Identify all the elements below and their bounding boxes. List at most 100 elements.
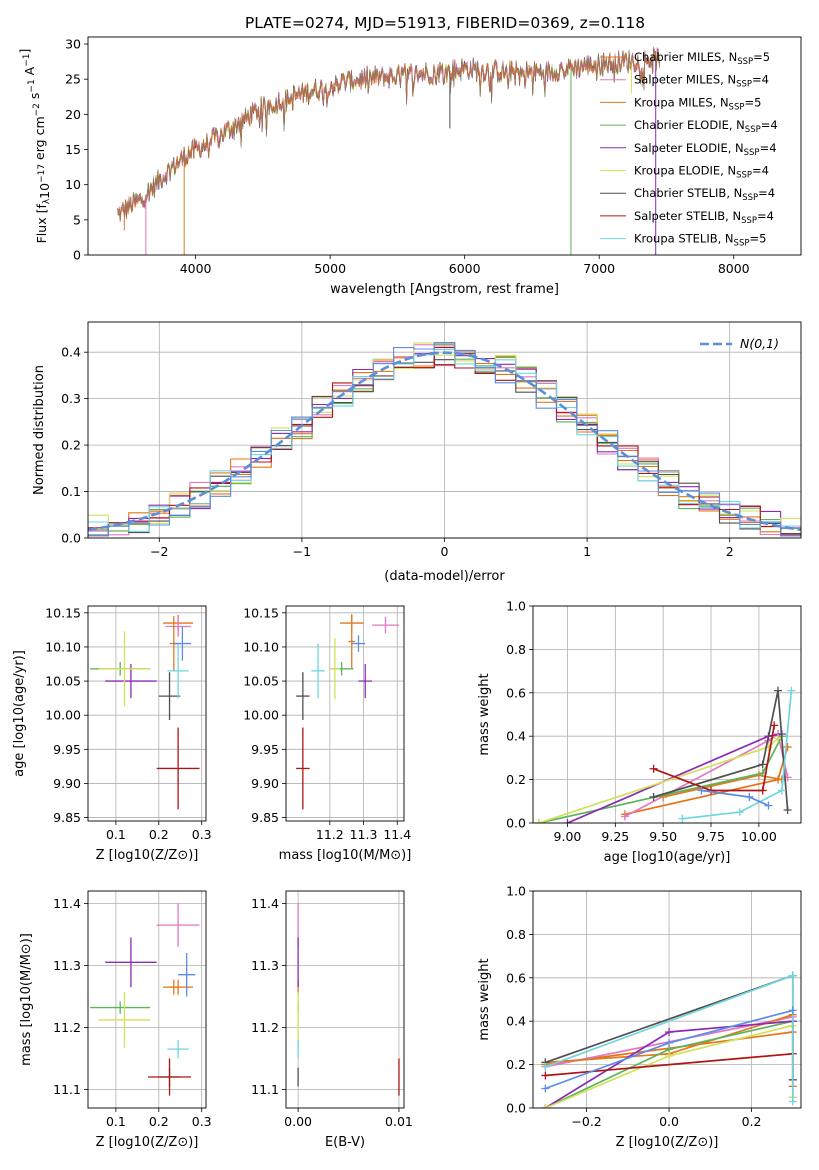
legend-label-suffix: =4	[761, 118, 778, 132]
residual-hist-plot-area	[88, 342, 801, 537]
weight-point-marker	[745, 792, 754, 801]
weight-point-marker	[541, 1062, 550, 1071]
weight-point-marker	[534, 819, 543, 823]
legend-label-suffix: =5	[749, 232, 766, 246]
x-tick-label: 0.3	[192, 827, 212, 842]
y-tick-label: 15	[65, 142, 81, 157]
weight-point-marker	[783, 743, 792, 752]
y-tick-label: 0.8	[506, 927, 526, 942]
legend-label-main: Chabrier ELODIE, N	[634, 118, 745, 132]
x-axis-label: Z [log10(Z/Z⊙)]	[96, 848, 199, 863]
weight-point-marker	[774, 734, 783, 743]
weight-series-line	[653, 725, 776, 792]
y-axis-label-part: erg cm	[32, 116, 47, 164]
legend-label: Kroupa STELIB, NSSP=5	[634, 232, 766, 249]
axes-frame	[532, 605, 802, 824]
x-axis-label: Z [log10(Z/Z⊙)]	[96, 1135, 199, 1150]
weight-point-marker	[665, 1051, 674, 1060]
legend-label-main: Kroupa STELIB, N	[634, 232, 734, 246]
x-tick-label: 0.01	[385, 1114, 413, 1129]
y-tick-label: 10	[65, 177, 81, 192]
weight-vs-age-axes: 9.00 9.25 9.50 9.75 10.00 0.0 0.2 0.4 0.6 0.8 1.0 a…	[477, 599, 802, 865]
histogram-series	[88, 349, 801, 532]
legend-label-sub: SSP	[736, 171, 752, 181]
age-vs-z-plot-area	[90, 614, 200, 810]
histogram-series	[88, 342, 801, 537]
y-tick-label: 30	[65, 37, 81, 52]
y-tick-label: 11.1	[251, 1082, 279, 1097]
legend-label-sub: SSP	[737, 57, 753, 67]
weight-vs-age-plot-area	[534, 686, 796, 823]
weight-series-line	[682, 690, 793, 820]
age-vs-z-axes: 0.1 0.2 0.3 9.85 9.90 9.95 10.00 10.05 10.10 10.1…	[12, 605, 212, 863]
weight-point-marker	[649, 792, 658, 801]
y-tick-label: 11.2	[53, 1020, 81, 1035]
weight-point-marker	[541, 1071, 550, 1080]
legend-label: Kroupa ELODIE, NSSP=4	[634, 164, 769, 181]
y-tick-label: 0.4	[506, 1014, 526, 1029]
x-tick-label: 8000	[718, 261, 750, 276]
x-tick-label: 9.50	[649, 829, 677, 844]
y-tick-label: 10.05	[45, 674, 81, 689]
y-tick-label: 20	[65, 107, 81, 122]
weight-point-marker	[678, 814, 687, 823]
spectrum-series-line	[117, 47, 661, 216]
legend-label-suffix: =4	[758, 186, 775, 200]
normal-curve	[88, 351, 801, 532]
legend-label-sub: SSP	[736, 80, 752, 90]
weight-point-marker	[649, 764, 658, 773]
spectrum-series-line	[117, 47, 661, 220]
y-axis-label: mass weight	[477, 958, 492, 1040]
y-tick-label: 10.00	[45, 708, 81, 723]
y-axis-label-part: Flux [f	[34, 204, 49, 244]
x-tick-label: 10.00	[741, 829, 777, 844]
weight-point-marker	[563, 819, 572, 823]
weight-point-marker	[735, 808, 744, 817]
legend-label: Kroupa MILES, NSSP=5	[634, 95, 761, 112]
weight-point-marker	[788, 1006, 797, 1015]
x-tick-label: 6000	[449, 261, 481, 276]
legend-label-main: Salpeter ELODIE, N	[634, 141, 744, 155]
age-vs-mass-axes: 11.2 11.3 11.4 9.85 9.90 9.95 10.00 10.05 10.10 1…	[243, 605, 411, 863]
weight-point-marker	[783, 805, 792, 814]
legend-label-main: Salpeter MILES, N	[634, 73, 736, 87]
weight-point-marker	[758, 760, 767, 769]
y-tick-label: 25	[65, 72, 81, 87]
weight-point-marker	[758, 786, 767, 795]
y-tick-label: 1.0	[506, 884, 526, 899]
y-axis-label: Flux [fλ10−17 erg cm−2 s−1 A−1]	[17, 49, 52, 244]
y-tick-label: 0.4	[506, 729, 526, 744]
x-tick-label: 0.2	[149, 827, 169, 842]
legend-label: Chabrier STELIB, NSSP=4	[634, 186, 775, 203]
weight-point-marker	[774, 686, 783, 695]
legend-label-suffix: =5	[744, 95, 761, 109]
y-axis-label-part: ]	[17, 49, 32, 54]
x-tick-label: 5000	[314, 261, 346, 276]
y-tick-label: 11.4	[53, 896, 81, 911]
mass-vs-ebv-axes: 0.00 0.01 11.1 11.2 11.3 11.4 E(B-V)	[251, 890, 413, 1150]
x-tick-label: 11.3	[350, 827, 378, 842]
spectrum-axes: 4000 5000 6000 7000 8000 0 5 10 15 20 25 30 waveleng…	[17, 36, 802, 297]
y-tick-label: 10.10	[243, 639, 279, 654]
axes-frame	[87, 36, 802, 256]
y-tick-label: 0.0	[506, 1101, 526, 1116]
y-tick-label: 11.3	[53, 958, 81, 973]
axes-frame	[285, 890, 405, 1109]
legend-label: Chabrier ELODIE, NSSP=4	[634, 118, 778, 135]
y-tick-label: 0.2	[506, 1057, 526, 1072]
weight-series-line	[545, 1052, 793, 1077]
y-tick-label: 9.85	[251, 810, 279, 825]
y-tick-label: 11.3	[251, 958, 279, 973]
x-tick-label: 11.2	[316, 827, 344, 842]
y-tick-label: 11.1	[53, 1082, 81, 1097]
weight-point-marker	[707, 786, 716, 795]
y-axis-label-part: A	[22, 66, 37, 79]
weight-point-marker	[620, 812, 629, 821]
x-axis-label: wavelength [Angstrom, rest frame]	[330, 282, 559, 297]
weight-point-marker	[787, 686, 796, 695]
legend-label-main: Chabrier MILES, N	[634, 50, 737, 64]
legend-label-sub: SSP	[745, 125, 761, 135]
x-tick-label: 4000	[180, 261, 212, 276]
weight-point-marker	[665, 1028, 674, 1037]
